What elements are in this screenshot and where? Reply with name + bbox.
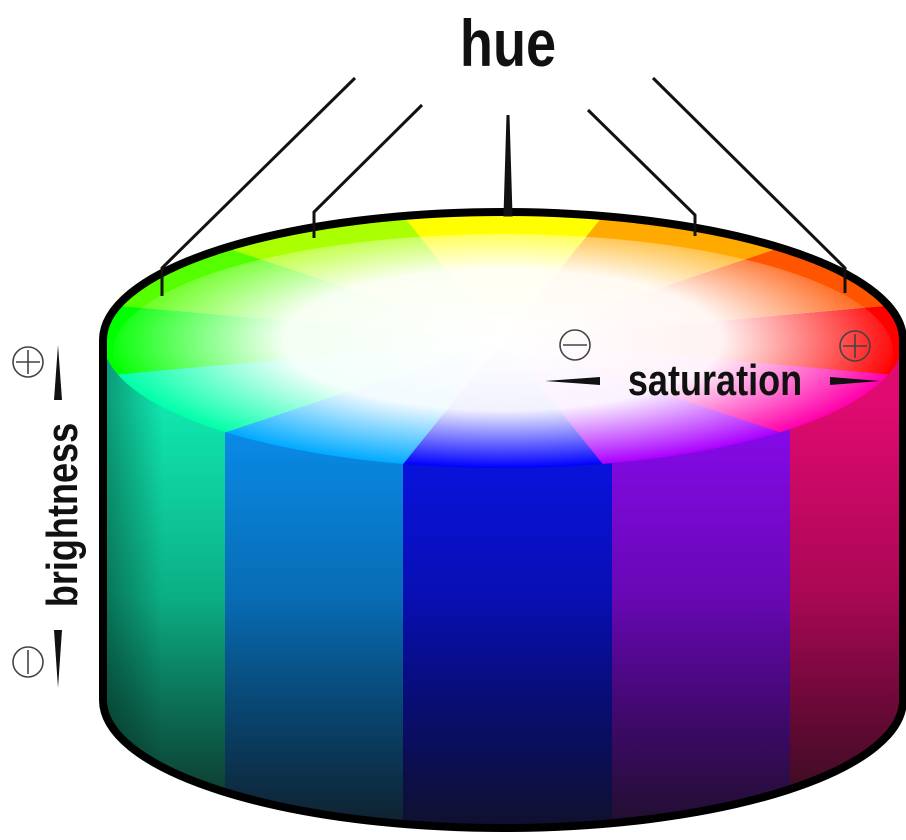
brightness-label: brightness (38, 423, 87, 607)
brightness-arrow-down (54, 630, 62, 688)
page: hue saturation brightness (() => { const… (0, 0, 906, 840)
saturation-label: saturation (628, 356, 802, 405)
hue-line (505, 115, 511, 215)
hsb-diagram: hue saturation brightness (0, 0, 906, 840)
hue-label: hue (460, 6, 556, 80)
brightness-arrow-up (54, 345, 62, 400)
